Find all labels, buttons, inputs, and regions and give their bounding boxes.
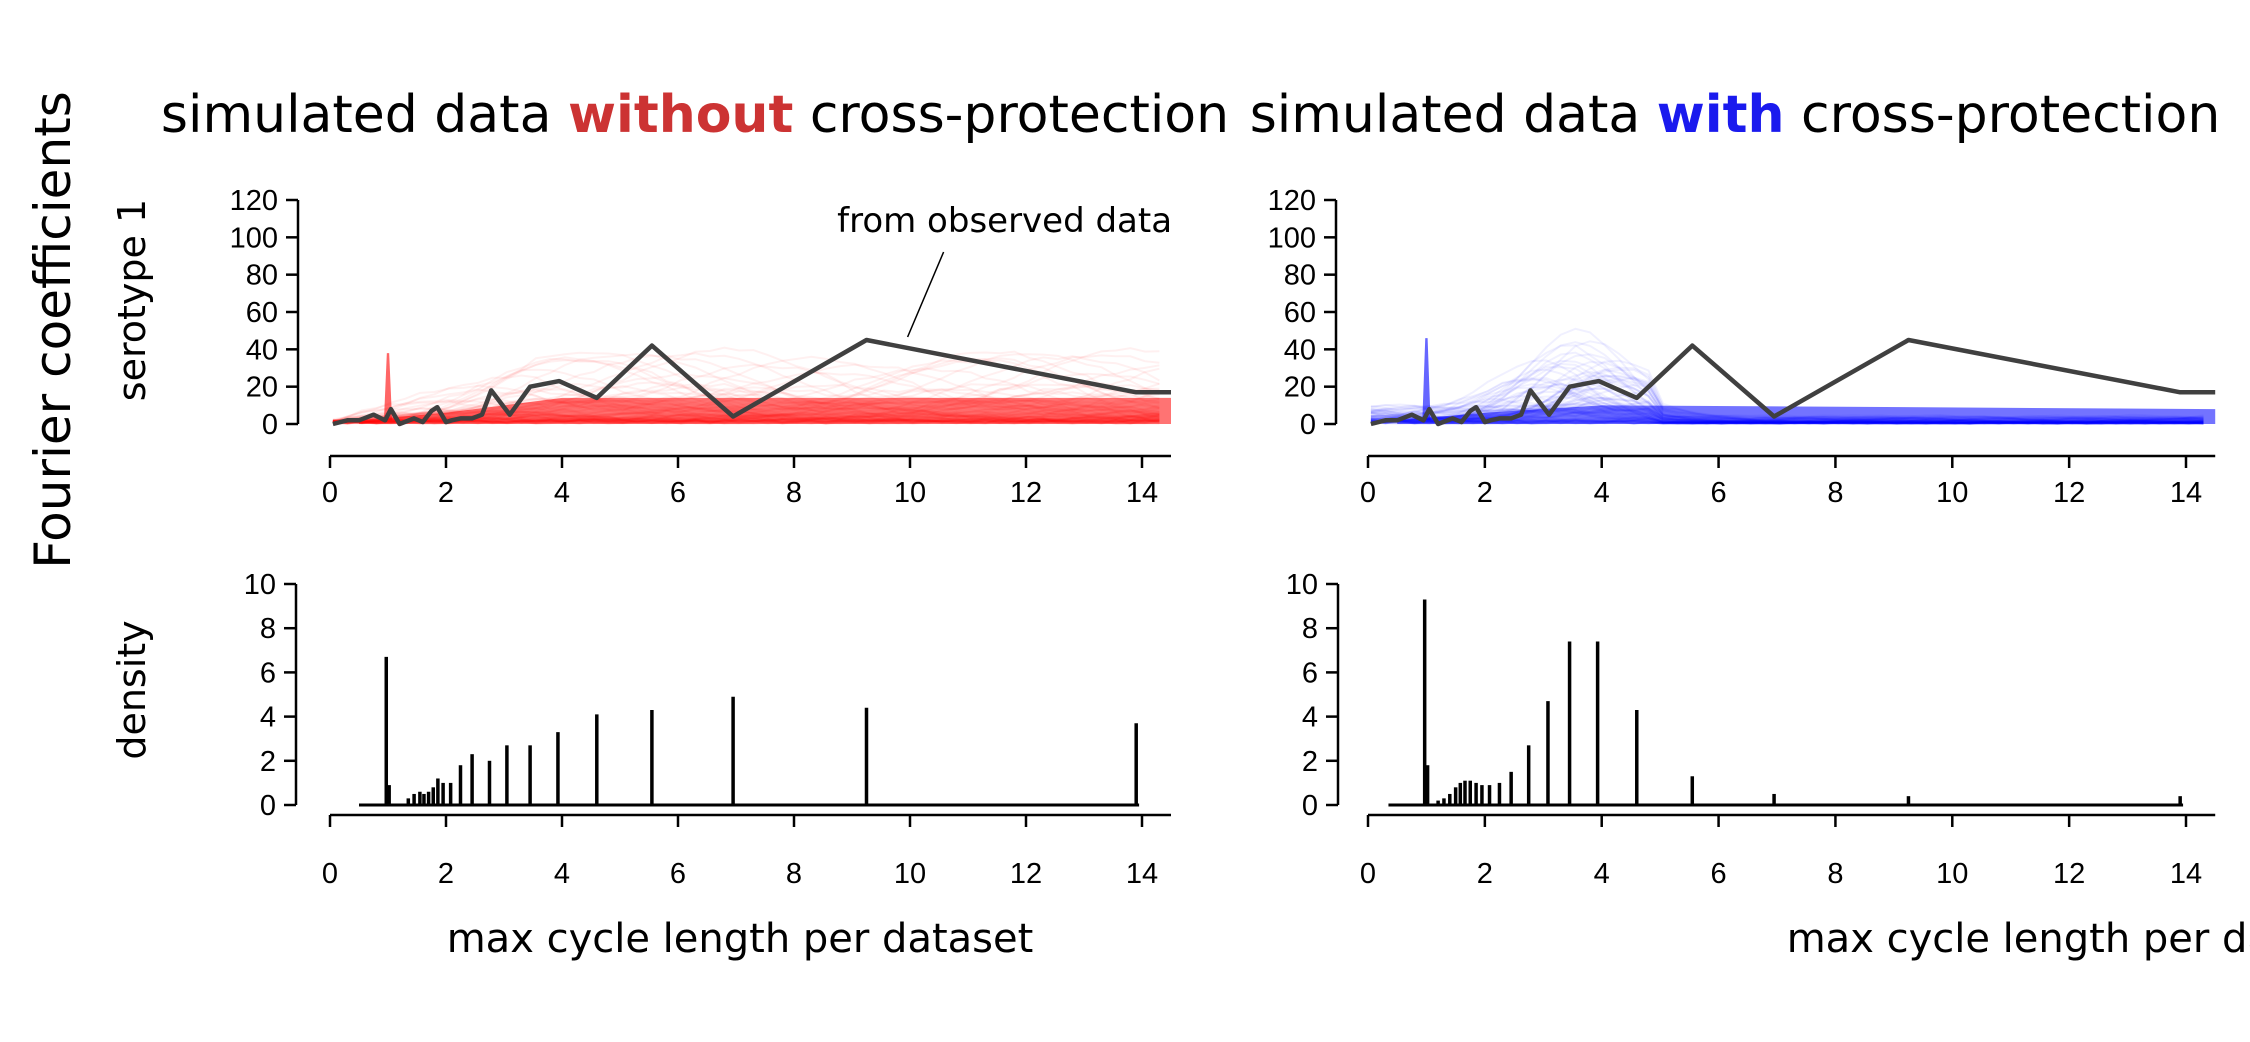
x-tick-label: 8	[786, 858, 802, 890]
simulated-spike	[383, 353, 393, 421]
y-tick-label: 10	[1286, 569, 1318, 601]
y-tick-label: 0	[1300, 409, 1316, 441]
x-tick-label: 2	[1477, 858, 1493, 890]
x-tick-label: 4	[554, 477, 570, 509]
x-tick-label: 12	[1010, 858, 1042, 890]
x-tick-label: 12	[2053, 858, 2085, 890]
y-tick-label: 4	[1302, 702, 1318, 734]
y-tick-label: 60	[1284, 297, 1316, 329]
x-tick-label: 14	[1126, 477, 1158, 509]
x-tick-label: 4	[1594, 477, 1610, 509]
x-tick-label: 0	[1360, 477, 1376, 509]
x-tick-label: 10	[1936, 477, 1968, 509]
x-tick-label: 14	[2170, 858, 2202, 890]
panel-right-top: 0 20 40 60 80 100 120 0 2 4 6 8 10 12 14	[1268, 185, 2216, 509]
x-tick-label: 8	[786, 477, 802, 509]
panel-left-top: 0 20 40 60 80 100 120 0 2 4 6 8 10 12 14 from observed …	[230, 185, 1172, 509]
right-title-prefix: simulated data	[1250, 85, 1657, 145]
x-tick-label: 2	[1477, 477, 1493, 509]
y-tick-label: 100	[230, 222, 278, 254]
x-tick-label: 10	[894, 477, 926, 509]
right-title: simulated data with cross-protection	[1250, 85, 2221, 145]
left-title: simulated data without cross-protection	[161, 85, 1229, 145]
y-tick-label: 40	[246, 334, 278, 366]
bottom-ylabel: density	[110, 620, 154, 759]
simulated-core-band	[1397, 405, 2216, 424]
y-tick-label: 120	[230, 185, 278, 217]
main-ylabel: Fourier coefficients	[24, 91, 82, 569]
x-tick-label: 2	[438, 858, 454, 890]
x-tick-label: 6	[670, 858, 686, 890]
y-tick-label: 2	[1302, 746, 1318, 778]
y-tick-label: 20	[246, 372, 278, 404]
simulated-series	[332, 353, 1160, 424]
panel-left-bottom: 0 2 4 6 8 10 0 2 4 6 8 10 12 14	[244, 569, 1171, 890]
annotation-text: from observed data	[837, 201, 1172, 241]
x-tick-label: 0	[322, 858, 338, 890]
panel-right-bottom: 0 2 4 6 8 10 0 2 4 6 8 10 12 14	[1286, 569, 2216, 890]
y-tick-label: 0	[1302, 790, 1318, 822]
simulated-ensemble	[332, 346, 1171, 426]
x-tick-label: 14	[2170, 477, 2202, 509]
x-tick-label: 12	[1010, 477, 1042, 509]
y-tick-label: 120	[1268, 185, 1316, 217]
y-tick-label: 60	[246, 297, 278, 329]
x-tick-label: 8	[1827, 858, 1843, 890]
y-tick-label: 8	[1302, 613, 1318, 645]
simulated-spike	[1422, 338, 1431, 421]
y-tick-label: 0	[262, 409, 278, 441]
x-tick-label: 14	[1126, 858, 1158, 890]
left-title-prefix: simulated data	[161, 85, 568, 145]
x-tick-label: 0	[322, 477, 338, 509]
x-tick-label: 4	[554, 858, 570, 890]
x-tick-label: 0	[1360, 858, 1376, 890]
y-tick-label: 10	[244, 569, 276, 601]
y-tick-label: 20	[1284, 372, 1316, 404]
simulated-series	[332, 346, 1160, 421]
x-tick-label: 8	[1827, 477, 1843, 509]
y-tick-label: 4	[260, 702, 276, 734]
x-tick-label: 4	[1594, 858, 1610, 890]
y-tick-label: 2	[260, 746, 276, 778]
y-tick-label: 80	[1284, 260, 1316, 292]
right-xlabel: max cycle length per dataset	[1787, 916, 2250, 962]
left-title-emphasis: without	[568, 85, 793, 145]
y-tick-label: 0	[260, 790, 276, 822]
x-tick-label: 6	[1711, 858, 1727, 890]
observed-data-line	[332, 337, 1171, 427]
simulated-ensemble	[1370, 327, 2216, 426]
left-title-suffix: cross-protection	[793, 85, 1229, 145]
x-tick-label: 12	[2053, 477, 2085, 509]
x-tick-label: 2	[438, 477, 454, 509]
simulated-core-band	[359, 397, 1171, 424]
y-tick-label: 6	[1302, 657, 1318, 689]
left-xlabel: max cycle length per dataset	[447, 916, 1034, 962]
y-tick-label: 80	[246, 260, 278, 292]
y-tick-label: 100	[1268, 222, 1316, 254]
y-tick-label: 6	[260, 657, 276, 689]
x-tick-label: 10	[894, 858, 926, 890]
x-tick-label: 6	[1711, 477, 1727, 509]
y-tick-label: 8	[260, 613, 276, 645]
observed-data-line	[1370, 337, 2216, 427]
right-title-suffix: cross-protection	[1785, 85, 2221, 145]
x-tick-label: 10	[1936, 858, 1968, 890]
x-tick-label: 6	[670, 477, 686, 509]
y-tick-label: 40	[1284, 334, 1316, 366]
right-title-emphasis: with	[1657, 85, 1785, 145]
top-ylabel: serotype 1	[110, 199, 154, 401]
annotation-leader	[906, 251, 945, 338]
